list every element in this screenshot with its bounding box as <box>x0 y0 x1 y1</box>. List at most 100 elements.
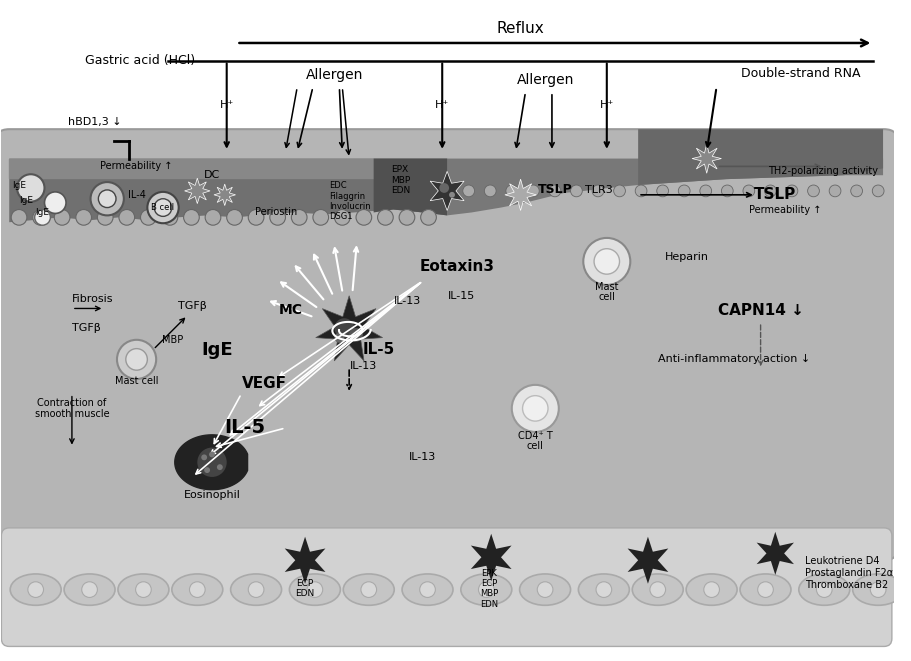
Circle shape <box>614 185 626 197</box>
Circle shape <box>162 210 178 225</box>
Text: TGFβ: TGFβ <box>72 323 101 333</box>
Text: CD4⁺ T: CD4⁺ T <box>518 431 553 441</box>
Circle shape <box>98 190 116 208</box>
Ellipse shape <box>461 574 512 605</box>
Text: cell: cell <box>527 441 544 451</box>
Polygon shape <box>175 435 248 490</box>
Circle shape <box>527 185 539 197</box>
Text: ECP
EDN: ECP EDN <box>295 579 314 598</box>
Circle shape <box>399 210 415 225</box>
Circle shape <box>17 175 45 202</box>
Circle shape <box>851 185 863 197</box>
Circle shape <box>758 582 773 598</box>
Ellipse shape <box>519 574 570 605</box>
Circle shape <box>420 582 435 598</box>
Circle shape <box>126 348 148 370</box>
Text: Reflux: Reflux <box>496 20 545 36</box>
Circle shape <box>478 582 494 598</box>
Text: Permeability ↑: Permeability ↑ <box>100 161 173 171</box>
Text: H⁺: H⁺ <box>435 100 449 110</box>
Text: TH2-polarizing activity: TH2-polarizing activity <box>768 167 878 176</box>
Circle shape <box>154 199 172 216</box>
Text: DC: DC <box>204 171 220 180</box>
Circle shape <box>594 249 619 274</box>
Ellipse shape <box>64 574 115 605</box>
Circle shape <box>635 185 647 197</box>
Circle shape <box>349 328 363 342</box>
Text: MBP: MBP <box>162 335 183 345</box>
Circle shape <box>189 582 205 598</box>
Text: TGFβ: TGFβ <box>178 301 207 311</box>
Circle shape <box>786 185 798 197</box>
Text: VEGF: VEGF <box>241 376 286 391</box>
Circle shape <box>816 582 832 598</box>
Polygon shape <box>374 159 447 215</box>
Circle shape <box>201 454 207 460</box>
Circle shape <box>117 340 156 379</box>
Text: EDC
Filaggrin
Involucrin
DSG1: EDC Filaggrin Involucrin DSG1 <box>330 181 371 221</box>
Circle shape <box>292 210 307 225</box>
Polygon shape <box>692 144 722 173</box>
Text: IgE: IgE <box>19 196 33 205</box>
Ellipse shape <box>172 574 223 605</box>
Circle shape <box>217 464 223 470</box>
Circle shape <box>55 210 70 225</box>
Text: EPX
MBP
EDN: EPX MBP EDN <box>392 165 411 195</box>
Text: TLR3: TLR3 <box>585 185 613 195</box>
Circle shape <box>227 210 242 225</box>
Text: Allergen: Allergen <box>306 68 363 83</box>
Text: Eosinophil: Eosinophil <box>184 490 241 500</box>
Text: Permeability ↑: Permeability ↑ <box>749 204 822 215</box>
Text: IL-13: IL-13 <box>394 295 422 305</box>
Polygon shape <box>505 179 537 210</box>
Circle shape <box>441 185 453 197</box>
Text: Leukotriene D4
Prostaglandin F2α
Thromboxane B2: Leukotriene D4 Prostaglandin F2α Thrombo… <box>804 557 893 590</box>
Text: IL-5: IL-5 <box>224 418 265 438</box>
Ellipse shape <box>118 574 169 605</box>
Circle shape <box>722 185 733 197</box>
Circle shape <box>463 185 475 197</box>
Circle shape <box>657 185 669 197</box>
Text: Fibrosis: Fibrosis <box>72 293 114 303</box>
Ellipse shape <box>578 574 630 605</box>
Circle shape <box>35 210 50 225</box>
Circle shape <box>583 238 630 285</box>
FancyBboxPatch shape <box>2 528 892 646</box>
Text: MC: MC <box>279 303 302 317</box>
Circle shape <box>28 582 44 598</box>
Circle shape <box>439 183 449 193</box>
Circle shape <box>249 210 264 225</box>
Circle shape <box>523 396 548 421</box>
Polygon shape <box>638 129 883 185</box>
Ellipse shape <box>632 574 683 605</box>
Circle shape <box>549 185 561 197</box>
Circle shape <box>650 582 666 598</box>
Circle shape <box>76 210 91 225</box>
Text: IL-13: IL-13 <box>409 452 436 462</box>
Circle shape <box>512 385 558 432</box>
Text: H⁺: H⁺ <box>220 100 234 110</box>
Text: IL-15: IL-15 <box>448 291 476 301</box>
Circle shape <box>136 582 151 598</box>
Ellipse shape <box>853 574 904 605</box>
Ellipse shape <box>343 574 394 605</box>
Circle shape <box>119 210 135 225</box>
Circle shape <box>90 182 124 215</box>
Ellipse shape <box>402 574 453 605</box>
Circle shape <box>704 582 720 598</box>
Circle shape <box>307 582 322 598</box>
Ellipse shape <box>290 574 341 605</box>
Text: Mast: Mast <box>595 282 619 292</box>
Text: Contraction of
smooth muscle: Contraction of smooth muscle <box>35 397 109 419</box>
Text: Heparin: Heparin <box>665 252 709 262</box>
Text: IL-4: IL-4 <box>128 190 146 200</box>
Circle shape <box>700 185 711 197</box>
Circle shape <box>334 318 354 338</box>
Circle shape <box>679 185 690 197</box>
Text: TSLP: TSLP <box>754 187 796 202</box>
Text: IgE: IgE <box>12 180 26 190</box>
Circle shape <box>377 210 394 225</box>
Circle shape <box>421 210 436 225</box>
Circle shape <box>537 582 553 598</box>
Ellipse shape <box>686 574 737 605</box>
